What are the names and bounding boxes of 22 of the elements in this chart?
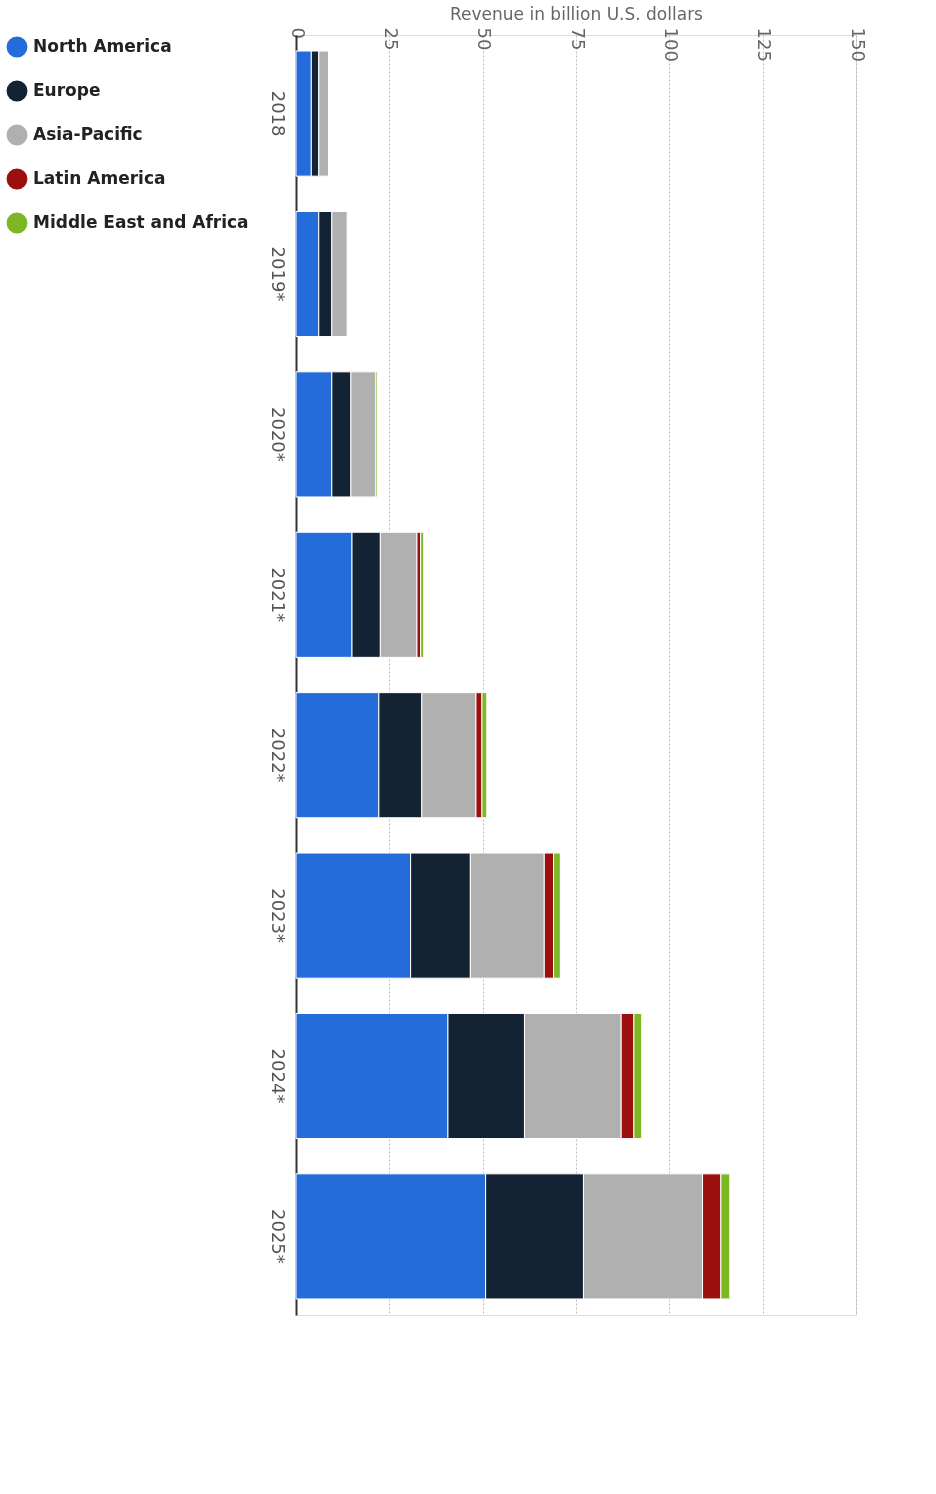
bar — [420, 531, 425, 658]
y-tick-label: 2018 — [267, 90, 289, 137]
x-tick-label: 150 — [847, 27, 869, 62]
y-tick-label: 2019* — [267, 246, 289, 302]
x-tick-label: 25 — [380, 27, 402, 51]
y-tick-label: 2025* — [267, 1209, 289, 1264]
y-tick-label: 2024* — [267, 1048, 289, 1104]
legend-label: Latin America — [33, 168, 166, 188]
x-tick-label: 100 — [660, 27, 682, 62]
x-tick-label: 125 — [754, 27, 776, 62]
legend-label: North America — [33, 36, 172, 56]
x-tick-label: 50 — [474, 27, 496, 51]
legend-label: Europe — [33, 80, 101, 100]
y-tick-label: 2023* — [267, 888, 289, 944]
y-tick-label: 2022* — [267, 727, 289, 783]
x-tick-label: 0 — [287, 27, 309, 39]
x-axis-title: Revenue in billion U.S. dollars — [450, 3, 704, 24]
legend-label: Middle East and Africa — [33, 212, 249, 232]
legend-label: Asia-Pacific — [33, 124, 143, 144]
y-tick-label: 2020* — [267, 406, 289, 462]
y-tick-label: 2021* — [267, 567, 289, 623]
x-tick-label: 75 — [567, 27, 589, 51]
